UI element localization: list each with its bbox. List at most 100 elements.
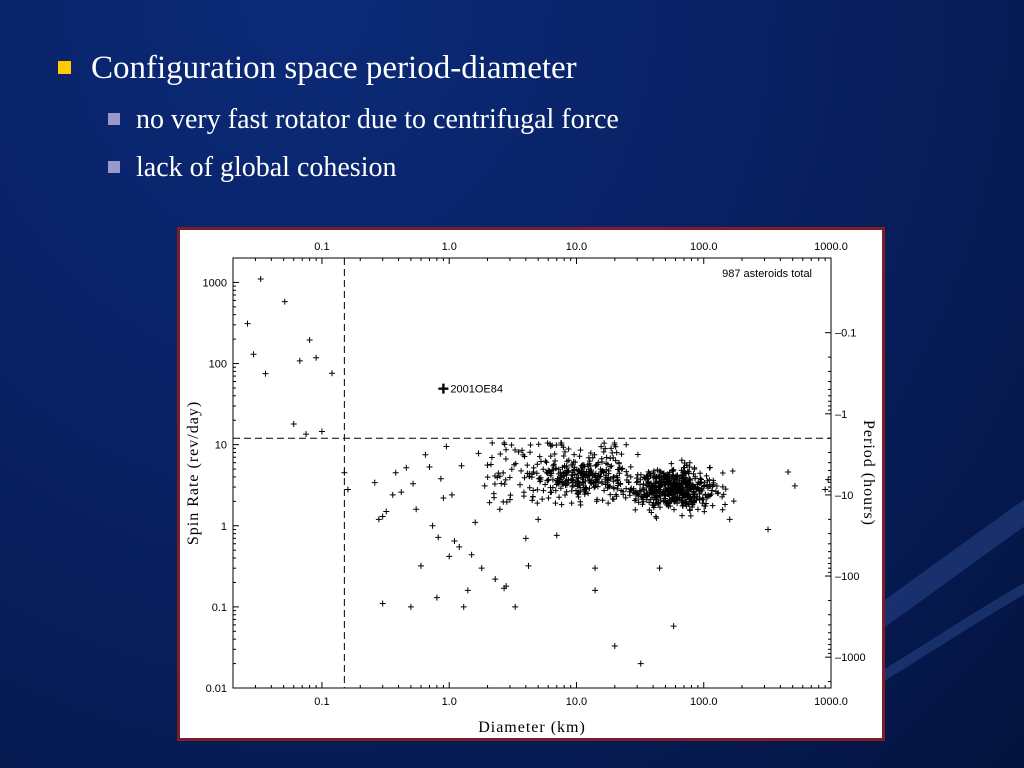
- y-tick-label: 0.1: [212, 602, 227, 614]
- data-point: [577, 447, 584, 453]
- data-point: [526, 484, 533, 491]
- data-point: [639, 501, 646, 508]
- data-point: [726, 516, 733, 523]
- data-point: [537, 477, 544, 483]
- data-point: [592, 565, 599, 572]
- data-point: [669, 468, 676, 474]
- data-point: [552, 487, 559, 494]
- data-point: [577, 488, 584, 495]
- y2-tick-label: –1: [835, 409, 847, 421]
- data-point: [433, 594, 440, 601]
- data-point: [592, 463, 599, 469]
- data-point: [709, 483, 716, 490]
- data-point: [605, 500, 611, 506]
- data-point: [561, 473, 568, 479]
- data-point: [575, 471, 581, 477]
- data-point: [524, 462, 531, 468]
- data-point: [575, 491, 582, 497]
- data-point: [613, 449, 620, 456]
- data-point: [559, 481, 565, 487]
- data-point: [341, 469, 348, 476]
- data-point: [568, 488, 575, 494]
- data-point: [484, 462, 491, 469]
- data-point: [679, 512, 685, 519]
- data-point: [713, 488, 719, 495]
- data-point: [437, 475, 444, 482]
- data-point: [650, 484, 656, 491]
- data-point: [553, 532, 560, 539]
- data-point: [544, 477, 551, 484]
- data-point: [448, 491, 455, 498]
- data-point: [638, 471, 644, 478]
- data-point: [663, 485, 669, 492]
- x-tick-label: 1.0: [442, 696, 457, 708]
- data-point: [579, 479, 586, 486]
- data-point: [512, 460, 519, 467]
- y2-tick-label: –1000: [835, 652, 866, 664]
- data-point: [555, 478, 561, 485]
- data-point: [615, 466, 622, 473]
- data-point: [552, 500, 559, 506]
- data-point: [686, 495, 693, 501]
- data-point: [262, 370, 269, 377]
- bullet-level2: lack of global cohesion: [108, 152, 396, 184]
- data-point: [666, 481, 672, 488]
- data-point: [547, 484, 554, 491]
- data-point: [720, 491, 727, 498]
- data-point: [667, 487, 674, 494]
- data-point: [595, 480, 601, 486]
- data-point: [557, 469, 564, 476]
- data-point: [729, 468, 736, 474]
- highlight-point: [438, 383, 449, 394]
- data-point: [700, 496, 707, 503]
- data-point: [624, 472, 631, 479]
- data-point: [701, 483, 707, 490]
- data-point: [686, 459, 693, 466]
- data-point: [614, 477, 620, 484]
- data-point: [722, 486, 729, 492]
- data-point: [443, 443, 450, 450]
- data-point: [605, 461, 611, 468]
- data-point: [491, 494, 497, 501]
- data-point: [649, 490, 655, 497]
- data-point: [720, 484, 726, 490]
- data-point: [501, 440, 507, 446]
- data-point: [576, 453, 583, 460]
- data-point: [671, 483, 678, 489]
- data-point: [651, 473, 658, 480]
- data-point: [646, 482, 653, 489]
- x-axis-label: Diameter (km): [478, 719, 586, 736]
- data-point: [489, 440, 496, 446]
- data-point: [398, 489, 405, 496]
- data-point: [765, 526, 772, 533]
- data-point: [627, 464, 634, 470]
- data-point: [657, 504, 663, 511]
- data-point: [674, 472, 681, 479]
- data-point: [639, 496, 645, 502]
- data-point: [503, 446, 509, 453]
- data-point: [691, 498, 697, 505]
- data-point: [635, 499, 642, 506]
- data-point: [687, 477, 694, 483]
- x-tick-label-top: 10.0: [566, 241, 587, 253]
- data-point: [597, 466, 604, 472]
- data-point: [548, 453, 554, 459]
- data-point: [791, 482, 798, 489]
- data-point: [574, 490, 581, 497]
- data-point: [683, 488, 690, 495]
- data-point: [657, 468, 663, 474]
- data-point: [556, 494, 562, 500]
- data-point: [429, 522, 436, 529]
- data-point: [492, 576, 499, 583]
- data-point: [379, 513, 386, 520]
- data-point: [652, 474, 659, 480]
- data-point: [671, 506, 677, 513]
- data-point: [663, 476, 669, 483]
- data-point: [650, 502, 656, 509]
- data-point: [553, 481, 560, 488]
- data-point: [640, 498, 647, 505]
- data-point: [451, 537, 458, 544]
- data-point: [375, 516, 382, 523]
- data-point: [627, 486, 634, 493]
- data-point: [426, 464, 433, 471]
